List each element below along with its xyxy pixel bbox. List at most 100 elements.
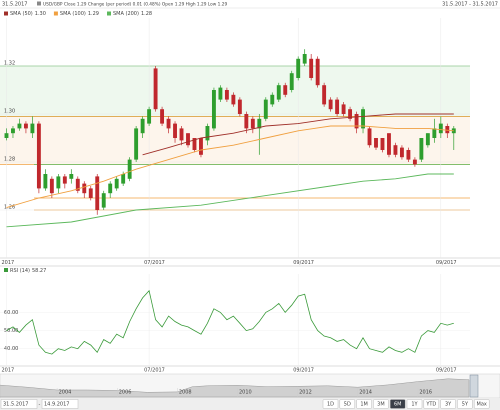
candle-body <box>121 174 126 184</box>
candle-body <box>374 138 378 148</box>
navigator-label: 2008 <box>179 390 192 396</box>
candle-body <box>43 174 48 189</box>
candle-body <box>276 85 281 100</box>
navigator-window[interactable] <box>469 374 479 398</box>
range-button-label: YTD <box>425 402 436 408</box>
range-button[interactable] <box>457 399 473 409</box>
navigator-label: 2010 <box>239 390 252 396</box>
candle-body <box>140 118 145 134</box>
candle-body <box>354 114 359 129</box>
candle-body <box>186 133 190 146</box>
y-tick-label: 1.32 <box>4 61 15 67</box>
candle-body <box>438 123 443 134</box>
rsi-line <box>6 289 454 355</box>
range-button[interactable] <box>423 399 440 409</box>
candle-body <box>393 145 398 155</box>
date-input[interactable] <box>0 399 38 409</box>
candle-body <box>289 73 294 90</box>
candle-body <box>380 138 385 150</box>
quote-icon <box>37 1 41 6</box>
candle-body <box>432 128 437 138</box>
x-tick-label: 09/2017 <box>293 368 314 374</box>
legend-value: 1.29 <box>88 11 99 17</box>
candle-body <box>30 123 35 134</box>
candle-body <box>88 188 93 198</box>
y-tick-label: 60.00 <box>4 310 18 316</box>
candle-body <box>75 178 80 191</box>
range-button[interactable] <box>389 399 406 409</box>
panel-title-value: 58.27 <box>32 268 46 274</box>
candle-body <box>419 138 424 160</box>
legend-swatch <box>53 11 58 16</box>
sma-line <box>6 125 454 209</box>
candle-body <box>101 193 106 208</box>
candle-body <box>322 85 327 105</box>
legend-swatch <box>4 11 8 16</box>
candle-body <box>23 123 28 129</box>
navigator-label: 2016 <box>419 390 432 396</box>
x-tick-label: 07/2017 <box>144 368 165 374</box>
candle-body <box>192 138 197 150</box>
zone <box>0 116 470 165</box>
candle-body <box>302 54 307 64</box>
range-button[interactable] <box>373 399 389 409</box>
candle-body <box>412 159 417 165</box>
candle-body <box>69 174 74 179</box>
date-input[interactable] <box>41 399 79 409</box>
candle-body <box>315 58 320 86</box>
sma-line <box>6 173 454 228</box>
range-button-label: 6M <box>394 402 402 408</box>
candle-body <box>211 90 216 129</box>
legend-name: SMA (200) <box>113 11 139 17</box>
range-button-label: 5D <box>344 402 351 408</box>
candle-body <box>250 118 255 129</box>
candle-body <box>56 176 61 189</box>
candle-body <box>399 147 404 158</box>
x-tick-label: 09/2017 <box>436 368 457 374</box>
candle-body <box>341 104 346 114</box>
candle-body <box>160 109 165 124</box>
navigator-label: 2004 <box>59 390 72 396</box>
candle-body <box>205 126 210 141</box>
date-from: 31.5.2017 <box>3 402 28 408</box>
candle-body <box>134 128 139 160</box>
candle-body <box>127 159 132 179</box>
candle-body <box>36 123 41 189</box>
y-tick-label: 1.26 <box>4 205 15 211</box>
range-button-label: Max <box>477 402 487 408</box>
range-button-label: 1Y <box>411 402 418 408</box>
candle-body <box>153 68 158 110</box>
candle-body <box>348 109 353 119</box>
x-tick-label: 2017 <box>1 260 14 266</box>
candle-body <box>95 176 100 210</box>
navigator-label: 2014 <box>359 390 372 396</box>
candle-body <box>367 128 372 146</box>
sma-line <box>142 113 454 156</box>
range-button[interactable] <box>473 399 490 409</box>
x-tick-label: 09/2017 <box>293 260 314 266</box>
candle-body <box>179 128 184 141</box>
range-button-label: 3Y <box>445 402 452 408</box>
range-button[interactable] <box>339 399 356 409</box>
candle-body <box>445 126 450 134</box>
candle-body <box>361 109 365 129</box>
legend-value: 1.30 <box>35 11 46 17</box>
candle-body <box>173 123 177 138</box>
range-button[interactable] <box>356 399 372 409</box>
candle-body <box>4 133 9 138</box>
candle-body <box>166 118 171 129</box>
range-button[interactable] <box>322 399 339 409</box>
y-tick-label: 1.30 <box>4 109 15 115</box>
rsi-swatch <box>4 268 8 272</box>
legend-swatch <box>107 11 111 16</box>
candle-body <box>263 99 268 119</box>
range-button[interactable] <box>440 399 456 409</box>
legend-name: SMA (50) <box>10 11 33 17</box>
candle-body <box>49 178 54 194</box>
range-button[interactable] <box>406 399 423 409</box>
candle-body <box>62 176 67 184</box>
candle-body <box>283 85 288 95</box>
candle-body <box>309 58 314 78</box>
